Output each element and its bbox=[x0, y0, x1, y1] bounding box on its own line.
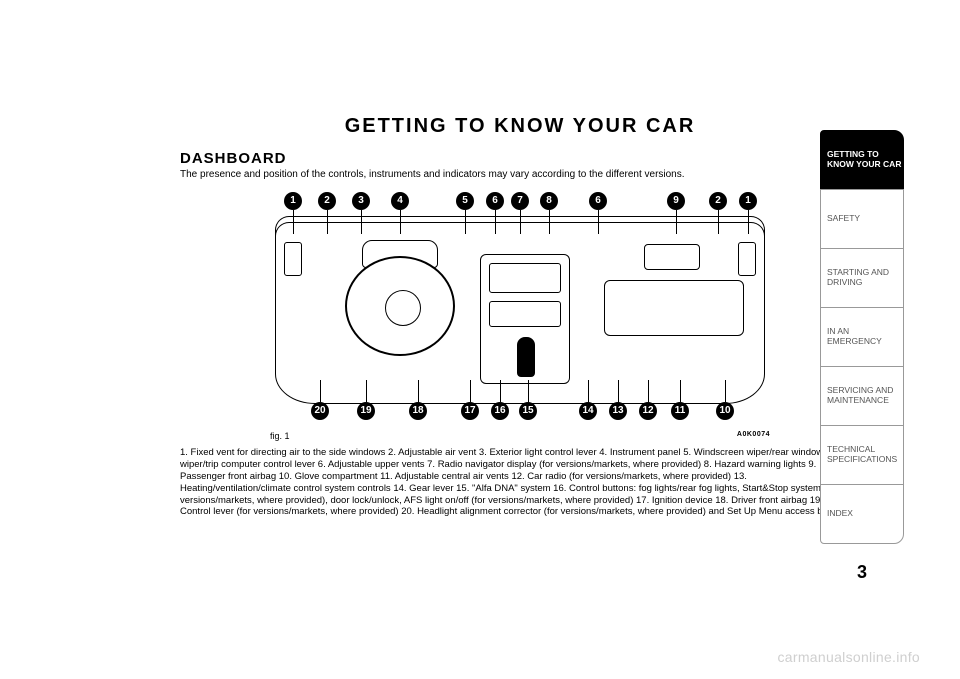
watermark: carmanualsonline.info bbox=[778, 649, 921, 665]
callout-9: 9 bbox=[667, 192, 685, 210]
callout-14: 14 bbox=[579, 402, 597, 420]
section-heading: DASHBOARD bbox=[180, 150, 860, 167]
callout-20: 20 bbox=[311, 402, 329, 420]
callout-10: 10 bbox=[716, 402, 734, 420]
callout-11: 11 bbox=[671, 402, 689, 420]
dashboard-figure: 1234567869212019181716151413121110 bbox=[270, 184, 770, 424]
nav-tab[interactable]: SERVICING AND MAINTENANCE bbox=[820, 366, 904, 426]
nav-tab[interactable]: SAFETY bbox=[820, 189, 904, 249]
callout-1: 1 bbox=[284, 192, 302, 210]
callout-2: 2 bbox=[318, 192, 336, 210]
figure-caption: 1. Fixed vent for directing air to the s… bbox=[180, 447, 860, 518]
callout-7: 7 bbox=[511, 192, 529, 210]
callout-15: 15 bbox=[519, 402, 537, 420]
figure-code: A0K0074 bbox=[737, 431, 770, 438]
nav-tab[interactable]: IN AN EMERGENCY bbox=[820, 307, 904, 367]
figure-label: fig. 1 bbox=[270, 431, 290, 441]
intro-text: The presence and position of the control… bbox=[180, 169, 860, 180]
page-title: GETTING TO KNOW YOUR CAR bbox=[180, 115, 860, 138]
callout-6: 6 bbox=[589, 192, 607, 210]
side-nav: GETTING TO KNOW YOUR CARSAFETYSTARTING A… bbox=[820, 130, 904, 543]
nav-tab[interactable]: STARTING AND DRIVING bbox=[820, 248, 904, 308]
callout-1: 1 bbox=[739, 192, 757, 210]
callout-13: 13 bbox=[609, 402, 627, 420]
callout-17: 17 bbox=[461, 402, 479, 420]
page-number: 3 bbox=[820, 562, 904, 583]
callout-3: 3 bbox=[352, 192, 370, 210]
callout-16: 16 bbox=[491, 402, 509, 420]
callout-6: 6 bbox=[486, 192, 504, 210]
callout-8: 8 bbox=[540, 192, 558, 210]
callout-2: 2 bbox=[709, 192, 727, 210]
callout-4: 4 bbox=[391, 192, 409, 210]
callout-12: 12 bbox=[639, 402, 657, 420]
callout-18: 18 bbox=[409, 402, 427, 420]
nav-tab[interactable]: GETTING TO KNOW YOUR CAR bbox=[820, 130, 904, 190]
callout-19: 19 bbox=[357, 402, 375, 420]
nav-tab[interactable]: INDEX bbox=[820, 484, 904, 544]
nav-tab[interactable]: TECHNICAL SPECIFICATIONS bbox=[820, 425, 904, 485]
callout-5: 5 bbox=[456, 192, 474, 210]
